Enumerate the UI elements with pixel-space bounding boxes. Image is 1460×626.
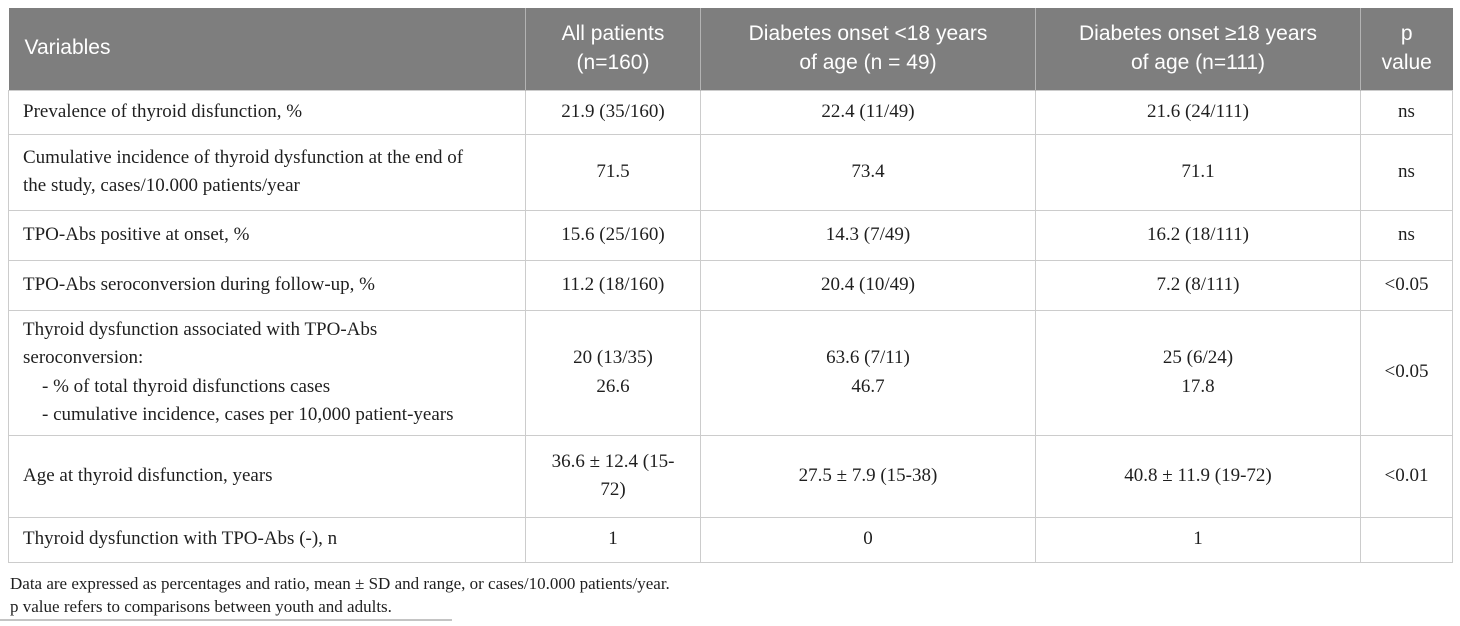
all-patients-cell: 1 [525,516,701,563]
onset-lt18-cell: 22.4 (11/49) [700,89,1036,135]
table-row: Thyroid dysfunction with TPO-Abs (-), n … [8,516,1453,563]
onset-lt18-cell: 20.4 (10/49) [700,259,1036,311]
table-row: Age at thyroid disfunction, years 36.6 ±… [8,434,1453,518]
onset-ge18-cell: 1 [1035,516,1361,563]
p-value-cell: <0.05 [1360,259,1453,311]
col-header-variables: Variables [8,8,526,90]
table-row: TPO-Abs seroconversion during follow-up,… [8,259,1453,311]
variable-cell: Thyroid dysfunction associated with TPO-… [8,309,526,436]
footnote-line: Data are expressed as percentages and ra… [10,573,670,593]
p-value-cell [1360,516,1453,563]
table-row: Cumulative incidence of thyroid dysfunct… [8,133,1453,211]
onset-ge18-cell: 21.6 (24/111) [1035,89,1361,135]
onset-lt18-cell: 0 [700,516,1036,563]
footnote-line: p value refers to comparisons between yo… [10,596,392,616]
table-body: Prevalence of thyroid disfunction, % 21.… [8,89,1453,563]
all-patients-cell: 20 (13/35) 26.6 [525,309,701,436]
all-patients-cell: 15.6 (25/160) [525,209,701,261]
table-row: Prevalence of thyroid disfunction, % 21.… [8,89,1453,135]
onset-ge18-cell: 16.2 (18/111) [1035,209,1361,261]
onset-ge18-cell: 40.8 ± 11.9 (19-72) [1035,434,1361,518]
all-patients-cell: 21.9 (35/160) [525,89,701,135]
p-value-cell: <0.01 [1360,434,1453,518]
all-patients-cell: 71.5 [525,133,701,211]
col-header-p-value: p value [1360,8,1453,90]
onset-lt18-cell: 73.4 [700,133,1036,211]
variable-cell: Cumulative incidence of thyroid dysfunct… [8,133,526,211]
col-header-onset-ge18: Diabetes onset ≥18 years of age (n=111) [1035,8,1361,90]
onset-lt18-cell: 27.5 ± 7.9 (15-38) [700,434,1036,518]
table-row: TPO-Abs positive at onset, % 15.6 (25/16… [8,209,1453,261]
col-header-all-patients: All patients (n=160) [525,8,701,90]
p-value-cell: ns [1360,133,1453,211]
variable-cell: Age at thyroid disfunction, years [8,434,526,518]
onset-ge18-cell: 7.2 (8/111) [1035,259,1361,311]
clinical-results-table: Variables All patients (n=160) Diabetes … [8,8,1453,563]
onset-lt18-cell: 14.3 (7/49) [700,209,1036,261]
all-patients-cell: 36.6 ± 12.4 (15- 72) [525,434,701,518]
variable-cell: Prevalence of thyroid disfunction, % [8,89,526,135]
p-value-cell: ns [1360,209,1453,261]
variable-cell: TPO-Abs positive at onset, % [8,209,526,261]
header-row: Variables All patients (n=160) Diabetes … [8,8,1453,90]
variable-cell: Thyroid dysfunction with TPO-Abs (-), n [8,516,526,563]
onset-ge18-cell: 71.1 [1035,133,1361,211]
p-value-cell: ns [1360,89,1453,135]
onset-ge18-cell: 25 (6/24) 17.8 [1035,309,1361,436]
onset-lt18-cell: 63.6 (7/11) 46.7 [700,309,1036,436]
all-patients-cell: 11.2 (18/160) [525,259,701,311]
col-header-onset-lt18: Diabetes onset <18 years of age (n = 49) [700,8,1036,90]
table-footnotes: Data are expressed as percentages and ra… [8,572,1452,619]
p-value-cell: <0.05 [1360,309,1453,436]
table-header: Variables All patients (n=160) Diabetes … [8,8,1453,90]
table-row: Thyroid dysfunction associated with TPO-… [8,309,1453,436]
variable-cell: TPO-Abs seroconversion during follow-up,… [8,259,526,311]
cropped-content-artifact [0,619,452,621]
